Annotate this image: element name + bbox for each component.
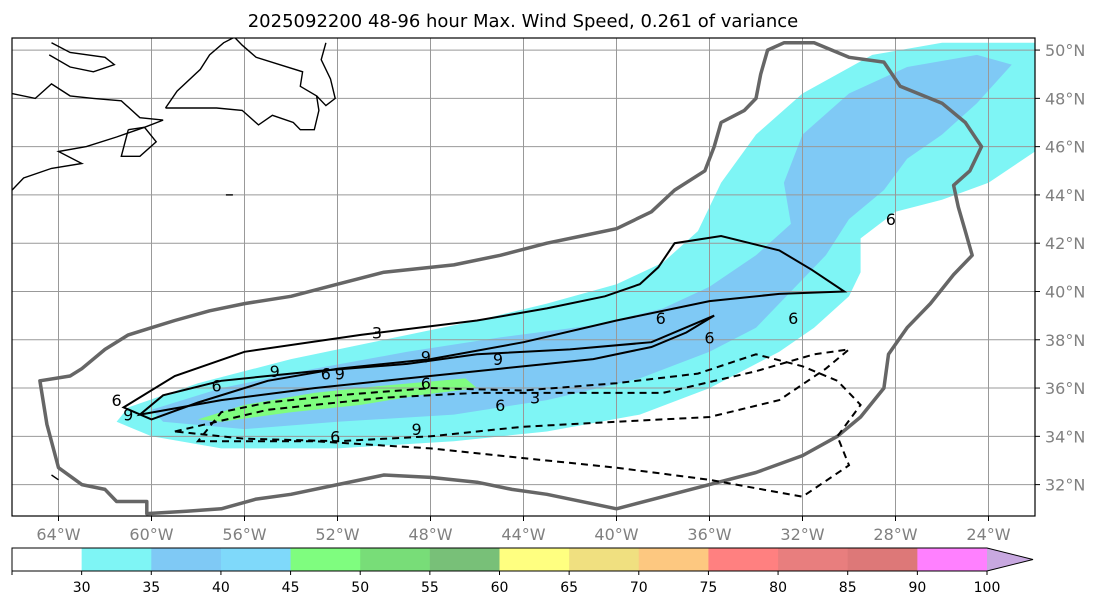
colorbar-swatch [569,548,640,571]
colorbar-label: 45 [282,580,300,596]
contour-line-6-dashed [174,347,853,443]
contour-label: 3 [372,324,382,343]
contour-label: 9 [335,365,345,384]
colorbar-swatch [360,548,431,571]
colorbar-label: 35 [142,580,160,596]
contour-label: 9 [411,420,421,439]
contour-label: 3 [530,389,540,408]
colorbar-swatch [220,548,292,571]
contour-label: 6 [330,427,340,446]
colorbar-label: 100 [974,580,1001,596]
colorbar-label: 40 [212,580,230,596]
x-tick-label: 44°W [501,525,545,544]
colorbar-label: 60 [491,580,509,596]
coastline [12,83,164,191]
colorbar-label: 55 [421,580,439,596]
y-tick-label: 44°N [1045,186,1085,205]
colorbar-extend-arrow [987,548,1033,571]
y-tick-label: 36°N [1045,379,1085,398]
colorbar-swatch [151,548,222,571]
colorbar-outline [11,547,1034,572]
coastline [48,42,116,73]
coastline [51,474,59,481]
x-tick-label: 48°W [408,525,452,544]
colorbar-swatch [708,548,779,571]
contour-line-6 [136,314,715,417]
colorbar-swatch [12,548,83,571]
contour-label: 6 [704,328,714,347]
axis-ticks: 64°W 60°W 56°W 52°W 48°W 44°W 40°W 36°W 32°W 28°W… [36,41,1085,544]
colorbar-swatch [638,548,709,571]
x-tick-label: 40°W [594,525,638,544]
wind-field-35kt [151,54,1012,430]
x-tick-label: 24°W [966,525,1010,544]
coastline [164,38,234,109]
colorbar-label: 70 [630,580,648,596]
colorbar-label: 85 [839,580,857,596]
coastline [316,42,336,107]
x-tick-label: 52°W [315,525,359,544]
ensemble-domain-outline [38,41,984,516]
x-tick-label: 64°W [36,525,80,544]
colorbar-label: 50 [351,580,369,596]
coastline [120,126,158,157]
y-tick-label: 42°N [1045,234,1085,253]
y-tick-label: 50°N [1045,41,1085,60]
x-tick-label: 28°W [873,525,917,544]
contour-label: 6 [656,309,666,328]
colorbar-swatch [499,548,570,571]
contour-label: 6 [495,396,505,415]
colorbar: 30 35 40 45 50 55 60 65 70 75 80 85 90 100 [11,547,1034,596]
chart-title: 2025092200 48-96 hour Max. Wind Speed, 0… [248,11,799,32]
contour-label: 9 [421,348,431,367]
x-tick-label: 56°W [222,525,266,544]
coastline [165,38,320,131]
x-tick-label: 32°W [780,525,824,544]
colorbar-label: 75 [700,580,718,596]
contour-label: 6 [886,210,896,229]
x-tick-label: 60°W [129,525,173,544]
colorbar-label: 80 [769,580,787,596]
contour-label: 6 [421,374,431,393]
colorbar-swatch [290,548,361,571]
contour-label: 9 [270,362,280,381]
contour-label: 6 [212,377,222,396]
colorbar-label: 30 [73,580,91,596]
y-tick-label: 46°N [1045,138,1085,157]
colorbar-swatch [847,548,918,571]
x-tick-label: 36°W [687,525,731,544]
contour-label: 6 [112,391,122,410]
colorbar-swatch [429,548,500,571]
y-tick-label: 40°N [1045,282,1085,301]
colorbar-label: 90 [908,580,926,596]
y-tick-label: 32°N [1045,476,1085,495]
y-tick-label: 34°N [1045,427,1085,446]
colorbar-swatch [917,548,988,571]
colorbar-swatch [778,548,849,571]
y-tick-label: 38°N [1045,331,1085,350]
contour-label: 6 [788,309,798,328]
y-tick-label: 48°N [1045,89,1085,108]
contour-label: 6 [321,365,331,384]
colorbar-label: 65 [560,580,578,596]
colorbar-swatch [81,548,152,571]
contour-label: 9 [123,406,133,425]
contour-label: 9 [493,350,503,369]
